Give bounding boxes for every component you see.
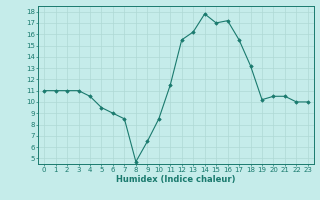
X-axis label: Humidex (Indice chaleur): Humidex (Indice chaleur) xyxy=(116,175,236,184)
